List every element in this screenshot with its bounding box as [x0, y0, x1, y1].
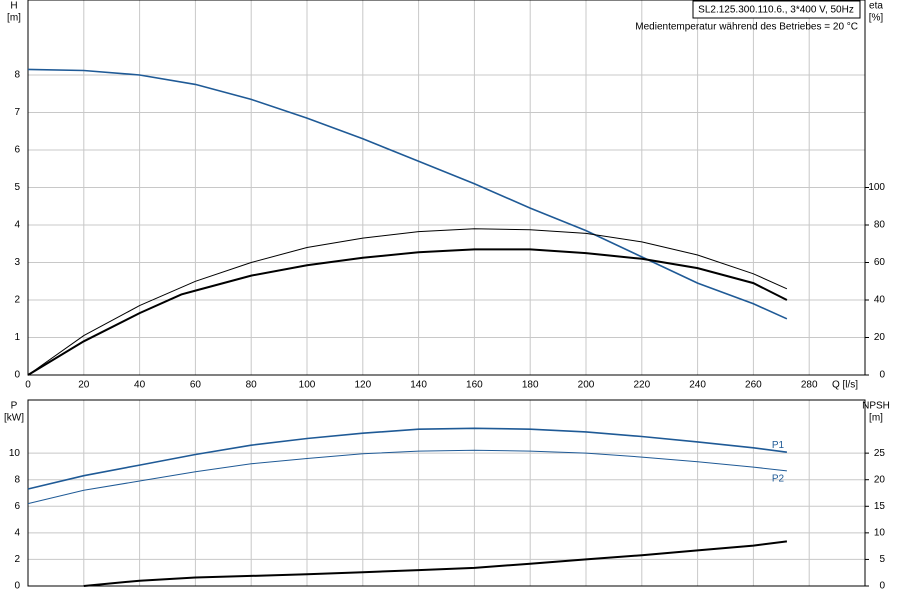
y-tick-label: 3 [14, 257, 20, 268]
x-tick-label: 180 [522, 380, 539, 391]
curve-label: P2 [772, 474, 785, 485]
y2-axis-label: eta [869, 1, 883, 12]
x-tick-label: 120 [354, 380, 371, 391]
y-tick-label: 10 [9, 448, 21, 459]
y-axis-label: P [11, 401, 18, 412]
y-tick-label: 7 [14, 107, 20, 118]
x-tick-label: 60 [190, 380, 202, 391]
x-tick-label: 100 [299, 380, 316, 391]
y-tick-label: 2 [14, 554, 20, 565]
curve [27, 248, 788, 376]
y-tick-label: 6 [14, 501, 20, 512]
x-tick-label: 140 [410, 380, 427, 391]
x-tick-label: 20 [78, 380, 90, 391]
x-tick-label: 200 [578, 380, 595, 391]
y2-tick-label: 0 [879, 370, 885, 381]
y-tick-label: 5 [14, 182, 20, 193]
y2-tick-label: 25 [874, 448, 886, 459]
x-tick-label: 280 [801, 380, 818, 391]
y2-tick-label: 20 [874, 332, 886, 343]
curve [27, 427, 788, 490]
y-tick-label: 8 [14, 70, 20, 81]
x-tick-label: 220 [633, 380, 650, 391]
y2-tick-label: 5 [879, 554, 885, 565]
y2-tick-label: 0 [879, 581, 885, 592]
curve [83, 540, 788, 587]
plot-frame [27, 0, 866, 376]
y2-axis-unit: [m] [869, 413, 883, 424]
y2-tick-label: 80 [874, 220, 886, 231]
y-tick-label: 2 [14, 295, 20, 306]
y-tick-label: 1 [14, 332, 20, 343]
y2-tick-label: 20 [874, 474, 886, 485]
y2-tick-label: 40 [874, 295, 886, 306]
chart-subtitle: Medientemperatur während des Betriebes =… [635, 22, 858, 33]
y-tick-label: 4 [14, 220, 20, 231]
y-axis-label: H [10, 1, 17, 12]
x-tick-label: 80 [246, 380, 258, 391]
y-tick-label: 8 [14, 474, 20, 485]
y-axis-unit: [kW] [4, 413, 24, 424]
curve [27, 228, 788, 376]
y2-tick-label: 60 [874, 257, 886, 268]
x-tick-label: 260 [745, 380, 762, 391]
y2-axis-unit: [%] [869, 13, 884, 24]
plot-frame [27, 399, 866, 587]
y-axis-unit: [m] [7, 13, 21, 24]
curve-label: P1 [772, 440, 785, 451]
y2-tick-label: 10 [874, 527, 886, 538]
chart-title: SL2.125.300.110.6., 3*400 V, 50Hz [698, 5, 854, 16]
x-tick-label: 160 [466, 380, 483, 391]
y2-tick-label: 100 [868, 182, 885, 193]
y2-tick-label: 15 [874, 501, 886, 512]
y-tick-label: 0 [14, 581, 20, 592]
y-tick-label: 4 [14, 527, 20, 538]
x-tick-label: 0 [25, 380, 31, 391]
curve [27, 68, 788, 320]
title-box [692, 0, 861, 19]
x-tick-label: 40 [134, 380, 146, 391]
x-axis-label: Q [l/s] [832, 380, 858, 391]
y-tick-label: 0 [14, 370, 20, 381]
y2-axis-label: NPSH [862, 401, 890, 412]
y-tick-label: 6 [14, 145, 20, 156]
curve [27, 449, 787, 505]
x-tick-label: 240 [689, 380, 706, 391]
